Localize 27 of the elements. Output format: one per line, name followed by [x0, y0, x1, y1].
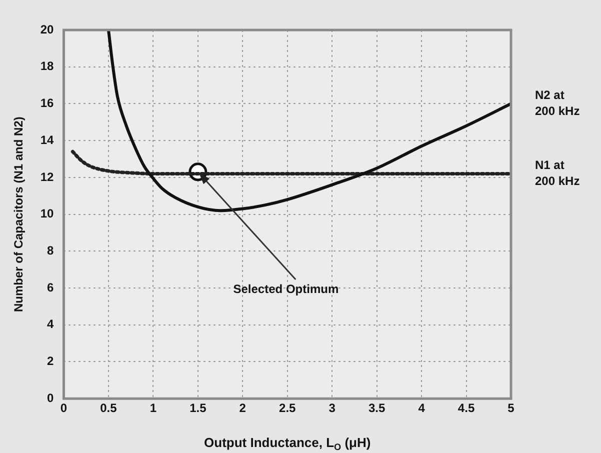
- y-axis-title: Number of Capacitors (N1 and N2): [12, 116, 26, 312]
- y-tick-label: 2: [47, 354, 54, 368]
- x-tick-label: 4: [418, 401, 426, 416]
- x-tick-label: 1: [150, 401, 157, 416]
- y-tick-label: 12: [40, 170, 54, 184]
- y-tick-label: 14: [40, 132, 54, 147]
- y-tick-label: 20: [40, 22, 54, 36]
- y-tick-label: 0: [47, 390, 54, 405]
- text: N1 at 200 kHz: [535, 158, 580, 188]
- y-tick-label: 4: [47, 317, 54, 332]
- text: N2 at 200 kHz: [535, 88, 580, 118]
- x-tick-label: 2: [239, 401, 246, 416]
- y-tick-label: 16: [40, 96, 54, 110]
- x-tick-label: 5: [508, 401, 515, 416]
- x-tick-label: 3: [328, 401, 336, 416]
- x-tick-label: 3.5: [368, 401, 386, 416]
- x-tick-label: 0.5: [100, 401, 118, 416]
- y-tick-label: 8: [47, 243, 54, 258]
- x-tick-label: 1.5: [190, 401, 207, 416]
- x-tick-label: 4.5: [458, 401, 475, 416]
- annotation: Selected Optimum: [233, 282, 339, 296]
- y-tick-label: 18: [40, 59, 54, 74]
- line-series: [106, 30, 511, 212]
- x-tick-label: 0: [60, 401, 68, 416]
- x-tick-label: 2.5: [279, 401, 296, 416]
- y-tick-label: 6: [47, 280, 54, 294]
- y-tick-label: 10: [40, 206, 54, 221]
